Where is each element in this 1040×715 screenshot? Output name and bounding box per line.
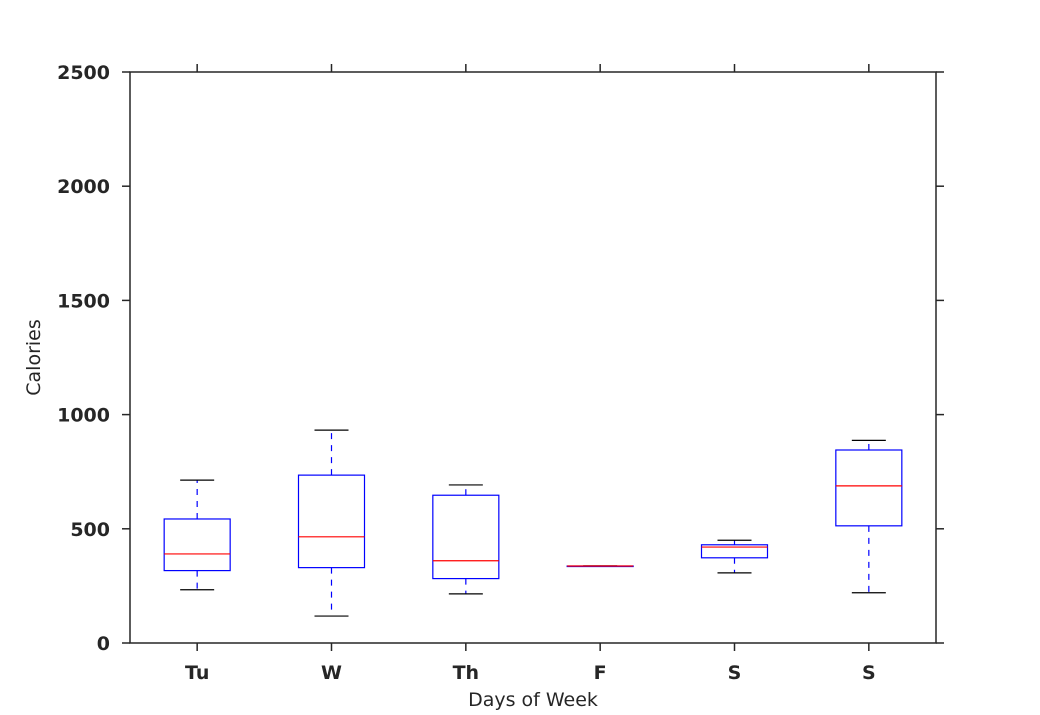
box-s-4 [700,539,769,574]
y-tick-label: 2500 [57,62,110,84]
y-tick-label: 1000 [57,405,110,427]
x-tick-label: W [321,662,342,684]
plot-area-border [129,71,937,644]
x-axis-label: Days of Week [468,689,598,711]
y-tick-label: 0 [97,633,110,655]
box-s-5 [835,439,903,594]
y-tick-label: 1500 [57,290,110,312]
x-tick-label: S [728,662,742,684]
box-th-2 [432,484,500,595]
boxes-group [163,429,903,617]
box-tu-0 [163,479,231,591]
x-tick-label: Th [453,662,480,684]
x-tick-label: S [862,662,876,684]
iqr-box [835,449,903,527]
box-w-1 [297,429,366,617]
iqr-box [163,518,231,572]
box-f-3 [566,565,634,568]
y-axis-ticks: 0 500 1000 1500 2000 2500 [57,62,944,655]
x-tick-label: F [594,662,607,684]
y-axis-label: Calories [23,319,45,396]
iqr-box [700,544,769,559]
x-axis-ticks: Tu W Th F S S [185,64,876,684]
iqr-box [297,474,366,569]
iqr-box [432,494,500,580]
x-tick-label: Tu [185,662,209,684]
plot-frame [129,71,937,644]
y-tick-label: 500 [70,519,110,541]
y-tick-label: 2000 [57,176,110,198]
